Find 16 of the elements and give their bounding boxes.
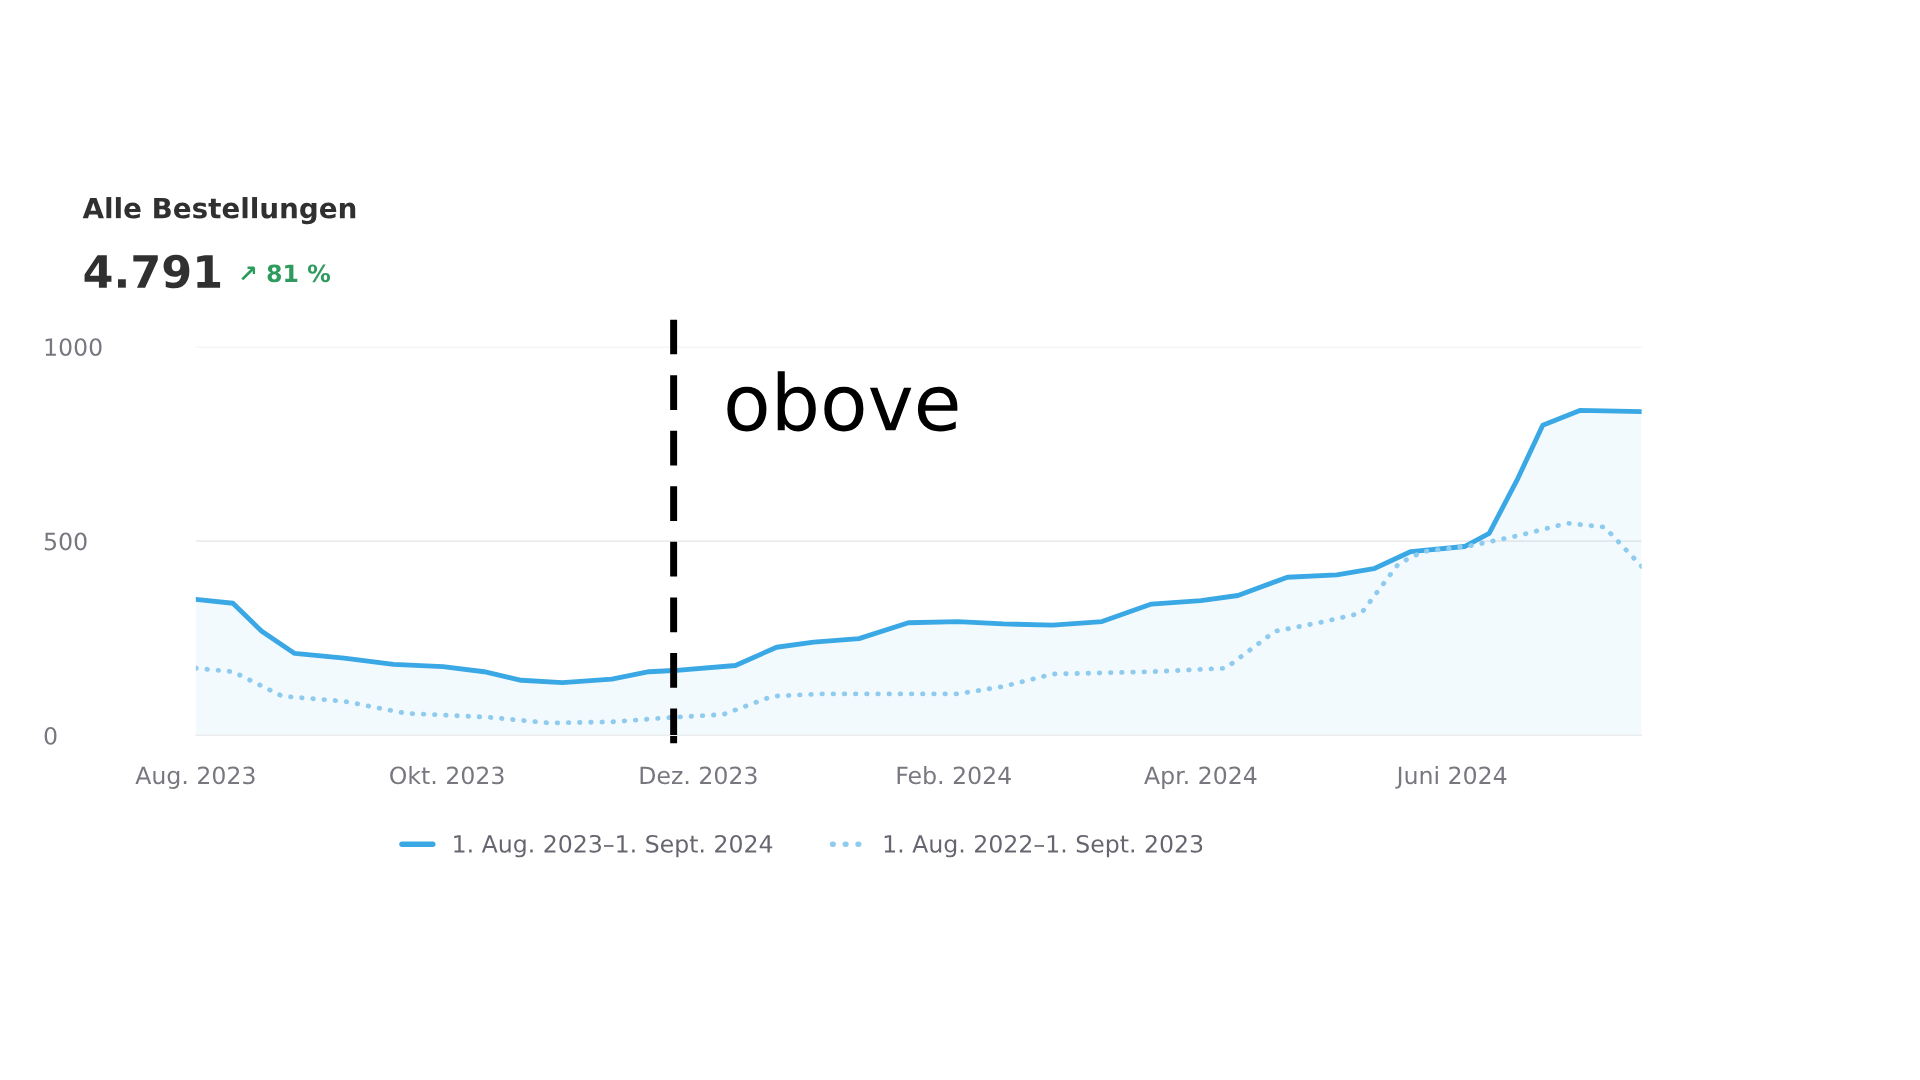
x-tick-label: Juni 2024 — [1395, 766, 1507, 789]
y-tick-label: 500 — [44, 532, 87, 551]
x-tick-label: Aug. 2023 — [135, 766, 255, 789]
x-tick-label: Okt. 2023 — [390, 766, 504, 785]
y-tick-label: 0 — [44, 726, 57, 745]
legend-label: 1. Aug. 2022–1. Sept. 2023 — [884, 834, 1203, 858]
chart-subtitle: 4.791 — [84, 254, 221, 289]
x-tick-label: Feb. 2024 — [897, 766, 1011, 785]
line-series — [195, 520, 1642, 726]
chart-title: Alle Bestellungen — [82, 197, 356, 225]
ref-line-label: obove — [727, 371, 958, 432]
text: ↗ 81 % — [241, 264, 331, 283]
x-tick-label: Apr. 2024 — [1144, 766, 1257, 789]
legend-label: 1. Aug. 2023–1. Sept. 2024 — [454, 834, 773, 858]
y-tick-label: 1000 — [45, 338, 102, 356]
x-tick-label: Dez. 2023 — [640, 766, 757, 785]
